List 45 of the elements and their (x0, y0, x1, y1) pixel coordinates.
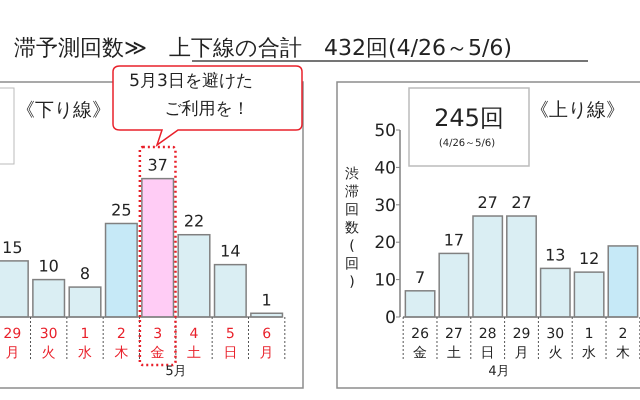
text: ご利用を！ (164, 99, 250, 119)
y-axis-title: 渋滞回数(回) (345, 166, 359, 290)
data-label: 7 (414, 268, 426, 287)
x-tick-label: 26金 (411, 326, 430, 361)
data-label: 12 (578, 249, 600, 268)
x-tick-label: 5日 (223, 326, 238, 361)
data-label: 37 (147, 156, 168, 175)
x-tick-label: 6月 (260, 326, 274, 361)
annotation: (4/26～5/6) (438, 138, 496, 149)
text: 5月3日を避けた (129, 71, 253, 91)
x-tick-label: 29月 (512, 326, 530, 361)
data-label: 27 (511, 193, 532, 212)
data-label: 17 (444, 230, 464, 250)
x-tick-label: 28日 (478, 326, 497, 361)
x-tick-label: 30火 (546, 326, 564, 361)
y-tick-label: 0 (385, 308, 396, 328)
y-tick-label: 30 (374, 196, 396, 216)
chart-title: 滞予測回数≫ 上下線の合計 432回(4/26～5/6) (14, 36, 512, 61)
y-tick-label: 10 (374, 270, 396, 291)
x-tick-label: 2木 (616, 326, 630, 361)
data-label: 1 (262, 290, 272, 310)
data-label: 25 (111, 200, 132, 220)
annotation: 245回 (434, 104, 504, 132)
y-tick-label: 50 (374, 121, 396, 141)
data-label: 14 (220, 242, 241, 261)
x-tick-label: 30火 (40, 326, 58, 361)
x-tick-label: 4土 (186, 326, 201, 361)
data-label: 15 (2, 238, 23, 257)
x-tick-label: 2木 (114, 326, 128, 361)
data-label: 8 (80, 264, 90, 284)
y-tick-label: 20 (374, 233, 396, 254)
chart-subtitle: 《下り線》 (16, 99, 111, 121)
x-tick-label: 1水 (78, 326, 92, 361)
data-label: 27 (478, 193, 498, 212)
x-tick-label: 1水 (582, 326, 596, 361)
x-tick-label: 27土 (444, 326, 463, 361)
chart-title: 《上り線》 (530, 99, 625, 121)
data-label: 22 (184, 212, 204, 231)
x-tick-label: 3金 (150, 326, 165, 361)
x-tick-label: 29月 (3, 326, 22, 361)
text: 5月 (165, 364, 187, 379)
text: 4月 (488, 364, 510, 379)
y-tick-label: 40 (374, 158, 396, 178)
data-label: 13 (545, 245, 566, 264)
data-label: 10 (38, 256, 59, 276)
